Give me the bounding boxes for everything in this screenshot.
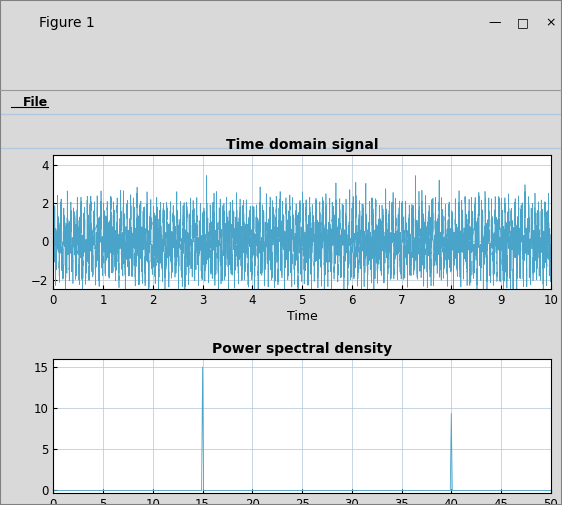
Title: Time domain signal: Time domain signal bbox=[226, 138, 378, 153]
Text: □: □ bbox=[517, 16, 528, 29]
Text: ×: × bbox=[546, 16, 556, 29]
Text: File: File bbox=[22, 95, 48, 109]
Text: Figure 1: Figure 1 bbox=[39, 16, 95, 29]
X-axis label: Time: Time bbox=[287, 310, 318, 323]
Title: Power spectral density: Power spectral density bbox=[212, 342, 392, 356]
Text: —: — bbox=[488, 16, 501, 29]
